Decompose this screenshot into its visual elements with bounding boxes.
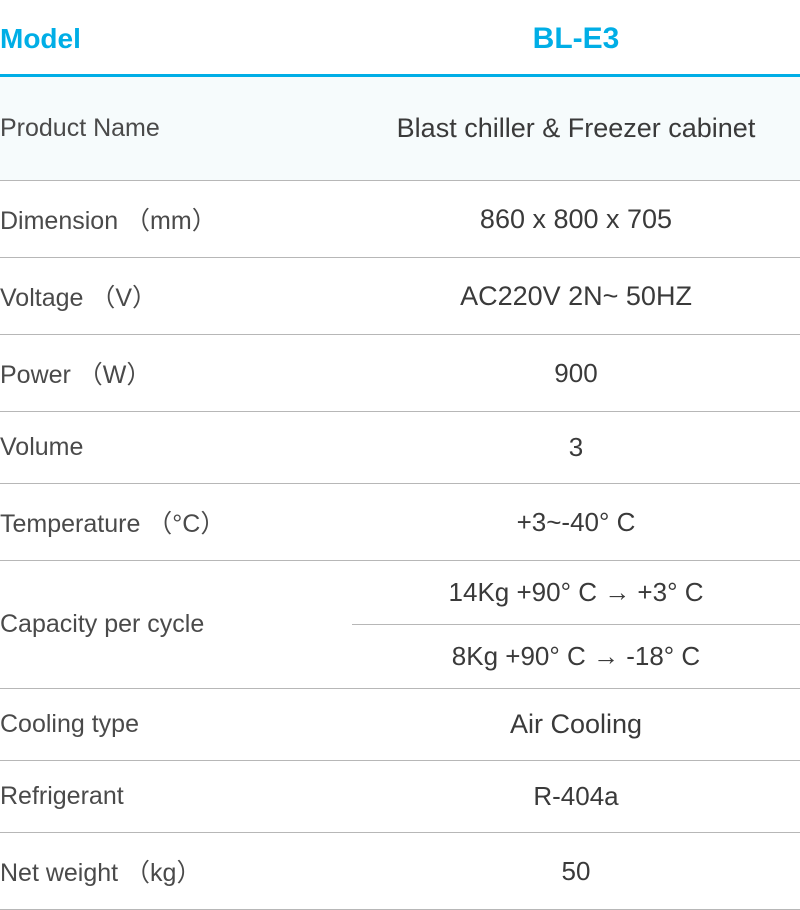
- temperature-label: Temperature （°C）: [0, 484, 352, 561]
- dimension-value: 860 x 800 x 705: [352, 181, 800, 258]
- temperature-value: +3~-40° C: [352, 484, 800, 561]
- volume-row: Volume 3: [0, 412, 800, 484]
- capacity-row-1: Capacity per cycle 14Kg +90° C → +3° C: [0, 561, 800, 625]
- header-label: Model: [0, 0, 352, 76]
- net-weight-label: Net weight （kg）: [0, 833, 352, 910]
- dimension-label: Dimension （mm）: [0, 181, 352, 258]
- capacity-value-2: 8Kg +90° C → -18° C: [352, 625, 800, 689]
- refrigerant-value: R-404a: [352, 761, 800, 833]
- product-name-row: Product Name Blast chiller & Freezer cab…: [0, 76, 800, 181]
- volume-label: Volume: [0, 412, 352, 484]
- header-value: BL-E3: [352, 0, 800, 76]
- volume-value: 3: [352, 412, 800, 484]
- refrigerant-label: Refrigerant: [0, 761, 352, 833]
- net-weight-value: 50: [352, 833, 800, 910]
- product-name-value: Blast chiller & Freezer cabinet: [352, 76, 800, 181]
- product-name-label: Product Name: [0, 76, 352, 181]
- capacity-value-1: 14Kg +90° C → +3° C: [352, 561, 800, 625]
- capacity-label: Capacity per cycle: [0, 561, 352, 689]
- voltage-row: Voltage （V） AC220V 2N~ 50HZ: [0, 258, 800, 335]
- refrigerant-row: Refrigerant R-404a: [0, 761, 800, 833]
- header-row: Model BL-E3: [0, 0, 800, 76]
- cooling-type-label: Cooling type: [0, 689, 352, 761]
- voltage-label: Voltage （V）: [0, 258, 352, 335]
- power-row: Power （W） 900: [0, 335, 800, 412]
- temperature-row: Temperature （°C） +3~-40° C: [0, 484, 800, 561]
- power-value: 900: [352, 335, 800, 412]
- cooling-type-value: Air Cooling: [352, 689, 800, 761]
- spec-table: Model BL-E3 Product Name Blast chiller &…: [0, 0, 800, 910]
- cooling-type-row: Cooling type Air Cooling: [0, 689, 800, 761]
- dimension-row: Dimension （mm） 860 x 800 x 705: [0, 181, 800, 258]
- net-weight-row: Net weight （kg） 50: [0, 833, 800, 910]
- power-label: Power （W）: [0, 335, 352, 412]
- voltage-value: AC220V 2N~ 50HZ: [352, 258, 800, 335]
